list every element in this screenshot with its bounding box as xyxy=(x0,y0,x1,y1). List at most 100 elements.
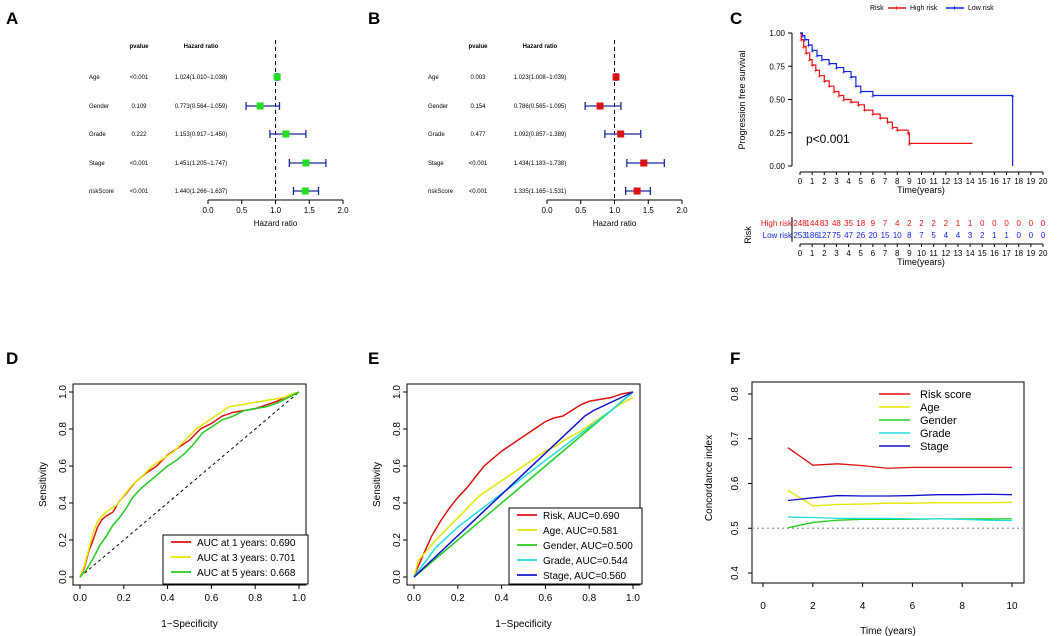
km-x-tick-label: 17 xyxy=(1002,177,1011,186)
forest-b-row-label: Stage xyxy=(428,161,444,167)
km-low-risk-curve xyxy=(800,32,1014,166)
risk-table-count: 7 xyxy=(919,231,924,240)
forest-b-x-tick-label: 0.0 xyxy=(541,206,553,215)
roc-e-roc-curve xyxy=(413,391,634,578)
km-x-tick-label: 12 xyxy=(941,177,950,186)
risk-table-title: Risk xyxy=(743,226,753,244)
risk-table-count: 2 xyxy=(980,231,985,240)
cindex-x-tick-label: 8 xyxy=(959,601,965,612)
km-high-risk-censor: + xyxy=(817,74,821,81)
panel-label-e: E xyxy=(368,349,379,368)
risk-table-count: 35 xyxy=(844,219,853,228)
roc-e-roc-curve xyxy=(413,391,634,578)
risk-table-x-tick-label: 20 xyxy=(1039,249,1048,258)
roc-d-y-tick-label: 0.4 xyxy=(58,496,69,510)
roc-e-legend-label: Stage, AUC=0.560 xyxy=(543,571,627,582)
km-high-risk-censor: + xyxy=(871,112,875,119)
risk-table-x-tick-label: 3 xyxy=(834,249,839,258)
km-x-tick-label: 1 xyxy=(810,177,815,186)
risk-table-x-tick-label: 7 xyxy=(883,249,888,258)
km-x-tick-label: 5 xyxy=(859,177,864,186)
km-high-risk-censor: + xyxy=(907,141,911,148)
km-x-tick-label: 8 xyxy=(895,177,900,186)
km-y-tick-label: 1.00 xyxy=(769,29,785,38)
km-low-risk-censor: + xyxy=(1011,94,1015,101)
risk-table-x-tick-label: 10 xyxy=(917,249,926,258)
roc-e-y-tick-label: 0.2 xyxy=(392,533,403,547)
forest-b-row-label: Gender xyxy=(428,104,448,110)
roc-e-legend-label: Grade, AUC=0.544 xyxy=(543,556,628,567)
km-pvalue: p<0.001 xyxy=(806,132,850,146)
km-x-tick-label: 20 xyxy=(1039,177,1048,186)
km-x-tick-label: 7 xyxy=(883,177,888,186)
cindex-legend-label: Gender xyxy=(920,415,957,427)
km-y-tick-label: 0.75 xyxy=(769,62,785,71)
risk-table-count: 48 xyxy=(832,219,841,228)
km-high-risk-censor: + xyxy=(842,98,846,105)
cindex-x-tick-label: 6 xyxy=(910,601,916,612)
roc-d-y-tick-label: 1.0 xyxy=(58,385,69,399)
roc-d-roc-curve xyxy=(79,391,300,578)
cindex-series-line xyxy=(787,489,1013,507)
risk-table-count: 0 xyxy=(1004,219,1009,228)
forest-b-x-tick-label: 0.5 xyxy=(575,206,587,215)
risk-table-count: 5 xyxy=(931,231,936,240)
forest-a-row-label: Gender xyxy=(89,104,109,110)
risk-table-count: 15 xyxy=(881,231,890,240)
roc-e-y-tick-label: 0.6 xyxy=(392,459,403,473)
cindex-legend-label: Grade xyxy=(920,428,951,440)
roc-e-y-tick-label: 0.0 xyxy=(392,570,403,584)
risk-table-count: 0 xyxy=(980,219,985,228)
cindex-plot-frame xyxy=(751,381,1025,584)
km-y-tick-label: 0.25 xyxy=(769,129,785,138)
roc-d-legend-box xyxy=(162,534,309,585)
risk-table-x-tick-label: 0 xyxy=(798,249,803,258)
km-legend-low: Low risk xyxy=(968,5,994,12)
risk-table-count: 0 xyxy=(1041,231,1046,240)
roc-d-x-axis-title: 1−Specificity xyxy=(161,619,217,630)
risk-table-count: 0 xyxy=(1029,231,1034,240)
roc-d-x-tick-label: 1.0 xyxy=(292,593,306,604)
forest-a-row-hr-text: 0.773(0.564−1.059) xyxy=(175,104,228,110)
risk-table-count: 0 xyxy=(1029,219,1034,228)
cindex-series-line xyxy=(787,516,1013,522)
risk-table-x-tick-label: 9 xyxy=(907,249,912,258)
forest-a-x-tick-label: 1.0 xyxy=(270,206,282,215)
forest-a-row-hr-text: 1.024(1.010−1.038) xyxy=(175,75,228,81)
risk-table-x-tick-label: 8 xyxy=(895,249,900,258)
risk-table-count: 4 xyxy=(944,231,949,240)
risk-table-x-tick-label: 1 xyxy=(810,249,815,258)
forest-b-header-hr: Hazard ratio xyxy=(523,44,558,50)
risk-table-count: 186 xyxy=(805,231,819,240)
km-x-tick-label: 19 xyxy=(1026,177,1035,186)
risk-table-x-tick-label: 4 xyxy=(846,249,851,258)
km-high-risk-censor: + xyxy=(802,44,806,51)
cindex-y-tick-label: 0.8 xyxy=(730,387,741,401)
risk-table-x-tick-label: 13 xyxy=(953,249,962,258)
risk-table-x-tick-label: 14 xyxy=(966,249,975,258)
km-high-risk-censor: + xyxy=(832,90,836,97)
roc-e-legend-label: Risk, AUC=0.690 xyxy=(543,511,620,522)
forest-a-header-pvalue: pvalue xyxy=(129,44,149,50)
forest-b-row-hr-text: 1.092(0.857−1.389) xyxy=(514,132,567,138)
km-x-tick-label: 4 xyxy=(846,177,851,186)
cindex-y-tick-label: 0.6 xyxy=(730,476,741,490)
risk-table-x-tick-label: 18 xyxy=(1014,249,1023,258)
forest-a-row-pvalue: 0.109 xyxy=(131,104,147,110)
km-low-risk-censor: + xyxy=(800,34,804,41)
roc-d-roc-curve xyxy=(79,391,300,578)
km-high-risk-censor: + xyxy=(878,116,882,123)
forest-b-row-label: riskScore xyxy=(428,189,454,195)
forest-a-row-label: Grade xyxy=(89,132,106,138)
forest-a-row-pvalue: <0.001 xyxy=(130,75,149,81)
risk-table-count: 7 xyxy=(883,219,888,228)
risk-table-count: 0 xyxy=(992,219,997,228)
risk-table-count: 1 xyxy=(992,231,997,240)
risk-table-count: 1 xyxy=(968,219,973,228)
forest-b-x-tick-label: 1.5 xyxy=(643,206,655,215)
cindex-x-tick-label: 2 xyxy=(810,601,816,612)
km-high-risk-curve xyxy=(800,32,973,144)
risk-table-count: 20 xyxy=(868,231,877,240)
forest-a-row-label: riskScore xyxy=(89,189,115,195)
forest-b-x-tick-label: 1.0 xyxy=(609,206,621,215)
